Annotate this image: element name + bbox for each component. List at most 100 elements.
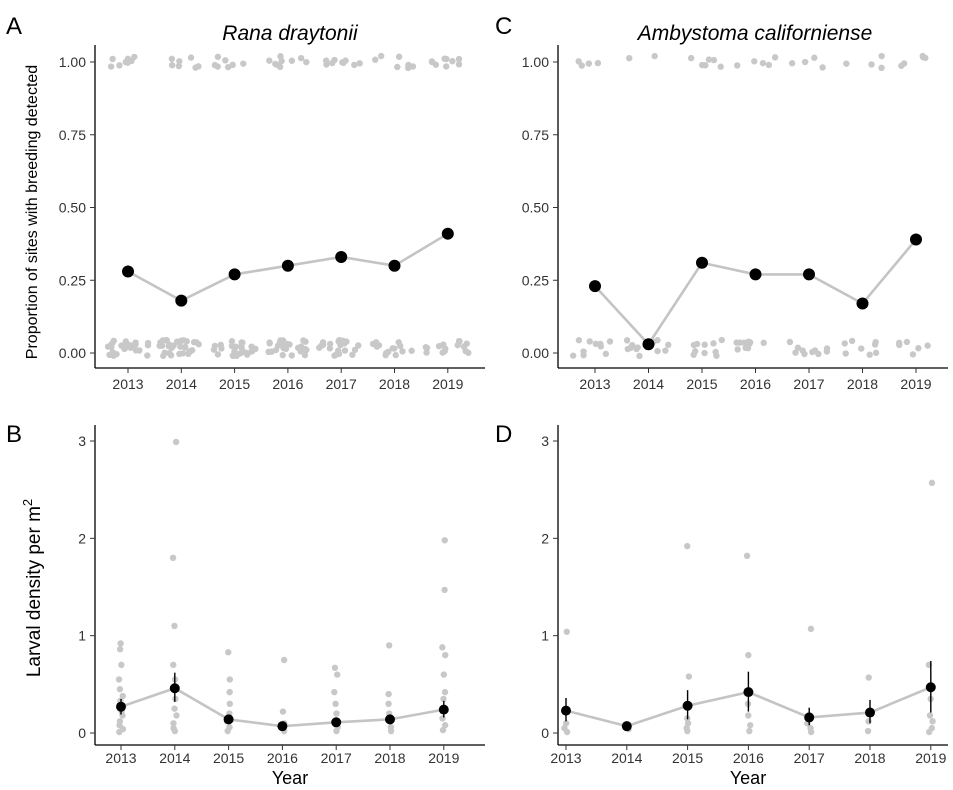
raw-point (441, 586, 448, 594)
raw-point (929, 718, 936, 725)
raw-point (116, 646, 124, 653)
mean-point (865, 707, 875, 718)
raw-point (214, 53, 222, 61)
raw-point (807, 728, 815, 736)
x-tick-label: 2014 (611, 750, 642, 766)
raw-point (441, 55, 448, 62)
raw-point (819, 64, 826, 71)
raw-point (373, 343, 381, 350)
y-tick-label: 1 (78, 628, 86, 644)
panel-b-xlabel: Year (272, 768, 308, 788)
raw-point (705, 56, 713, 63)
raw-point (903, 338, 911, 346)
raw-point (423, 344, 431, 352)
mean-point (277, 721, 288, 732)
raw-point (175, 62, 183, 70)
raw-point (563, 628, 571, 635)
raw-point (266, 57, 273, 64)
raw-point (319, 341, 327, 349)
raw-point (586, 338, 593, 345)
panel-d: 0 1 2 3 2013 2014 2015 2016 2017 2018 2019 (541, 425, 948, 766)
raw-point (455, 55, 463, 63)
raw-point (771, 54, 779, 61)
panel-c-title: Ambystoma californiense (636, 22, 873, 45)
raw-point (651, 52, 658, 60)
raw-point (460, 343, 468, 350)
x-tick-label: 2014 (166, 376, 197, 392)
raw-point (734, 62, 741, 69)
panel-b-ylabel: Larval density per m2 (20, 499, 45, 677)
raw-point (116, 728, 123, 736)
raw-point (592, 340, 600, 348)
y-tick-label: 0.75 (59, 127, 86, 143)
raw-point (439, 349, 446, 356)
raw-point (744, 344, 752, 352)
raw-point (718, 336, 725, 344)
raw-point (701, 341, 708, 348)
x-tick-label: 2015 (672, 750, 703, 766)
raw-point (333, 727, 340, 735)
raw-point (455, 61, 463, 68)
raw-point (239, 339, 246, 346)
mean-point (743, 687, 754, 698)
raw-point (183, 338, 190, 345)
raw-point (569, 352, 577, 359)
mean-point (122, 265, 134, 278)
raw-point (280, 656, 288, 664)
raw-point (712, 348, 719, 356)
raw-point (331, 664, 339, 671)
raw-point (575, 337, 583, 344)
raw-point (279, 708, 287, 715)
raw-point (866, 351, 873, 358)
raw-point (878, 52, 885, 60)
y-tick-label: 0 (78, 725, 86, 741)
mean-point (803, 268, 815, 281)
y-tick-label: 2 (541, 530, 549, 546)
raw-point (435, 342, 443, 350)
raw-point (900, 60, 908, 67)
x-tick-label: 2016 (740, 376, 771, 392)
raw-point (116, 62, 123, 69)
raw-point (925, 728, 933, 736)
raw-point (181, 344, 189, 351)
raw-point (211, 342, 219, 350)
x-tick-label: 2017 (321, 750, 352, 766)
raw-point (654, 347, 661, 355)
raw-point (187, 54, 195, 61)
x-tick-label: 2013 (112, 376, 143, 392)
y-tick-label: 0.00 (59, 345, 86, 361)
raw-point (868, 61, 875, 68)
raw-point (428, 58, 436, 65)
raw-point (629, 342, 636, 349)
raw-point (441, 688, 449, 696)
raw-point (132, 347, 140, 354)
raw-point (842, 350, 849, 357)
raw-point (372, 56, 379, 63)
raw-point (801, 350, 808, 358)
raw-point (690, 341, 698, 349)
raw-point (237, 350, 244, 357)
raw-point (301, 351, 309, 359)
raw-point (624, 345, 631, 353)
raw-point (865, 718, 872, 725)
raw-point (691, 348, 699, 355)
raw-point (107, 63, 115, 70)
raw-point (185, 350, 192, 358)
y-tick-label: 0.25 (59, 272, 86, 288)
raw-point (172, 438, 180, 446)
x-tick-label: 2017 (794, 750, 825, 766)
raw-point (248, 348, 255, 355)
raw-point (303, 58, 310, 66)
mean-point (438, 704, 449, 715)
raw-point (176, 58, 183, 65)
raw-point (331, 352, 338, 359)
x-tick-label: 2016 (272, 376, 303, 392)
raw-point (387, 727, 395, 735)
raw-point (909, 351, 917, 358)
raw-point (654, 337, 661, 344)
y-tick-label: 1.00 (522, 54, 549, 70)
raw-point (351, 61, 358, 69)
raw-point (456, 338, 463, 345)
raw-point (341, 347, 349, 354)
raw-point (895, 339, 903, 347)
